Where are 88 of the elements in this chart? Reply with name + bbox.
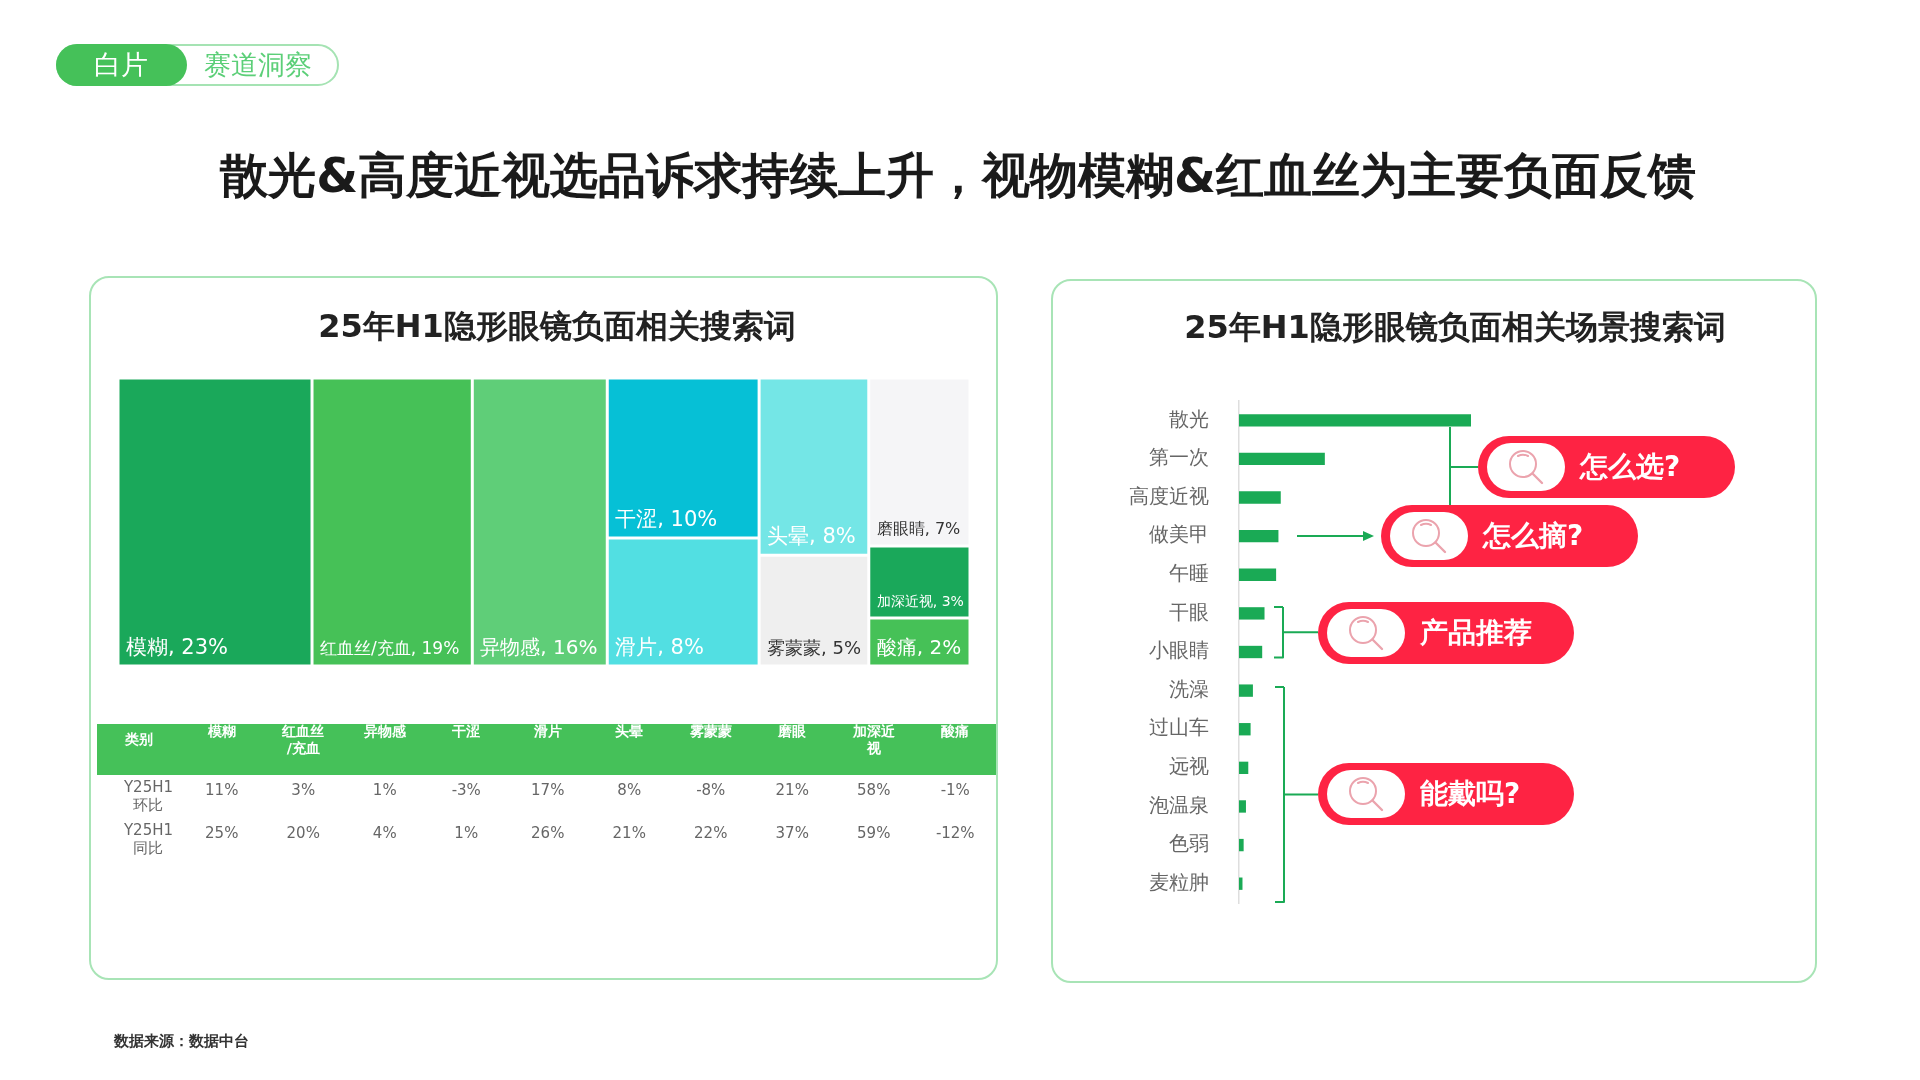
data-label: , 19%	[410, 638, 460, 658]
data-label: 37%	[775, 824, 809, 843]
text: 怎么选?	[1580, 450, 1681, 485]
bar	[1239, 838, 1244, 852]
x-axis-title: 类别	[124, 730, 153, 747]
data-label: -3%	[451, 780, 481, 799]
category-label: 头晕	[767, 524, 810, 549]
text: 白片	[94, 48, 148, 82]
source-note: 数据来源：数据中台	[114, 1032, 249, 1050]
category-label: 磨眼睛	[876, 519, 925, 538]
data-label: 26%	[531, 824, 565, 843]
y-tick-label: 做美甲	[1149, 522, 1209, 547]
data-label: 59%	[857, 824, 891, 843]
data-label: 1%	[372, 780, 397, 799]
bar	[1239, 452, 1325, 466]
data-label: , 7%	[924, 519, 961, 538]
x-tick-label: 异物感	[362, 723, 407, 740]
y-tick-label: 泡温泉	[1149, 792, 1209, 817]
text: 赛道洞察	[204, 48, 312, 82]
data-label: , 8%	[657, 635, 704, 659]
category-label: 加深近视	[876, 593, 933, 609]
data-label: 21%	[775, 780, 809, 799]
y-tick-label: 色弱	[1169, 831, 1209, 856]
data-label: 21%	[612, 824, 646, 843]
x-tick-label: 滑片	[532, 723, 562, 740]
data-label: -8%	[696, 780, 726, 799]
y-tick-label: 干眼	[1169, 599, 1209, 624]
bar	[1239, 491, 1281, 504]
x-tick-label: 头晕	[615, 723, 644, 740]
y-tick-label: 麦粒肿	[1149, 869, 1209, 894]
x-tick-label: 红血丝/充血	[281, 723, 325, 757]
text: 怎么摘?	[1483, 519, 1584, 553]
chart-title: 25年H1隐形眼镜负面相关场景搜索词	[1184, 307, 1726, 347]
data-label: 3%	[291, 780, 316, 799]
bar	[1239, 684, 1253, 697]
y-tick-label: 远视	[1169, 754, 1209, 779]
category-label: 滑片	[615, 635, 658, 659]
data-label: -12%	[935, 824, 975, 843]
y-tick-label: 高度近视	[1129, 483, 1209, 508]
data-label: 8%	[617, 780, 642, 799]
bar	[1239, 800, 1246, 813]
category-label: 雾蒙蒙	[767, 637, 822, 658]
y-tick-label: 小眼睛	[1149, 638, 1209, 663]
category-label: 酸痛	[876, 635, 917, 659]
y-tick-label: Y25H1环比	[122, 777, 173, 814]
y-tick-label: Y25H1同比	[122, 821, 173, 858]
x-tick-label: 磨眼	[777, 723, 808, 740]
text: 散光&高度近视选品诉求持续上升，视物模糊&红血丝为主要负面反馈	[220, 147, 1696, 205]
data-label: , 8%	[809, 524, 856, 549]
data-label: 1%	[454, 824, 479, 843]
y-tick-label: 午睡	[1169, 560, 1209, 585]
data-label: , 10%	[657, 507, 718, 531]
x-tick-label: 加深近视	[851, 723, 896, 757]
y-tick-label: 过山车	[1149, 715, 1209, 740]
data-label: , 3%	[932, 593, 964, 609]
data-label: , 16%	[540, 635, 598, 659]
bar	[1239, 529, 1279, 543]
category-label: 红血丝/充血	[320, 638, 411, 658]
y-tick-label: 散光	[1169, 406, 1209, 431]
bar	[1239, 645, 1263, 659]
data-label: , 5%	[821, 637, 862, 658]
category-label: 异物感	[480, 635, 541, 659]
data-label: 25%	[205, 824, 239, 843]
bar	[1239, 723, 1251, 736]
data-label: 4%	[372, 824, 397, 843]
category-label: 模糊	[126, 635, 168, 659]
data-label: 11%	[205, 780, 239, 799]
data-label: 17%	[531, 780, 565, 799]
bar	[1239, 607, 1265, 620]
y-tick-label: 洗澡	[1169, 676, 1209, 701]
x-tick-label: 干涩	[451, 723, 481, 740]
annotation: 能戴吗?	[1420, 777, 1521, 811]
bar	[1239, 414, 1471, 427]
x-tick-label: 模糊	[206, 723, 236, 740]
data-label: 22%	[694, 824, 728, 843]
data-label: , 2%	[916, 635, 962, 659]
category-label: 干涩	[615, 507, 658, 531]
y-tick-label: 第一次	[1149, 445, 1209, 470]
text: 25年H1隐形眼镜负面相关搜索词	[318, 306, 796, 346]
bar	[1239, 761, 1249, 775]
x-tick-label: 雾蒙蒙	[688, 723, 732, 740]
data-label: , 23%	[168, 635, 229, 659]
data-label: -1%	[940, 780, 970, 799]
x-tick-label: 酸痛	[941, 723, 970, 740]
bar	[1239, 568, 1277, 581]
annotation: 产品推荐	[1420, 615, 1532, 650]
data-label: 20%	[286, 824, 320, 843]
data-label: 58%	[857, 780, 891, 799]
